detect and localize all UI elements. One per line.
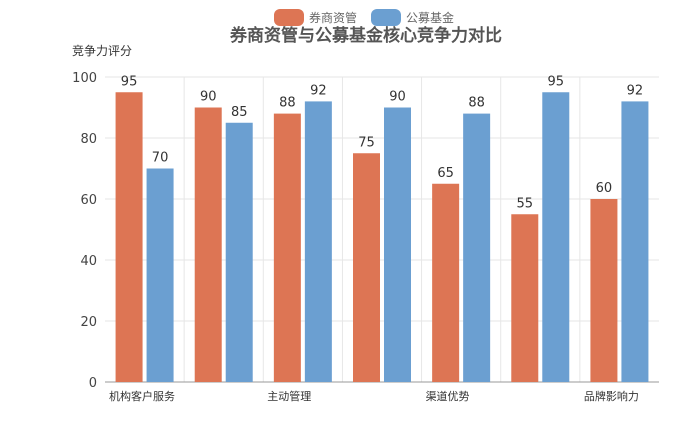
bar-1-6[interactable]	[621, 101, 649, 383]
bar-0-2[interactable]	[273, 113, 301, 382]
y-tick-label: 60	[80, 193, 97, 208]
data-label-1-5: 95	[548, 74, 565, 89]
axes: 0 20 40 60 80 100 机构客户服务 主动管理 渠道优势 品牌影响力	[72, 71, 659, 403]
legend-swatch-0	[274, 9, 304, 26]
data-label-1-3: 90	[389, 90, 406, 105]
bar-1-4[interactable]	[463, 113, 491, 382]
y-tick-label: 0	[89, 376, 97, 391]
data-label-0-5: 55	[517, 196, 534, 211]
y-tick-label: 40	[80, 254, 97, 269]
bar-0-0[interactable]	[115, 92, 143, 382]
data-label-0-4: 65	[437, 166, 454, 181]
legend-swatch-1	[371, 9, 401, 26]
bar-0-4[interactable]	[432, 183, 460, 382]
data-label-1-6: 92	[627, 83, 644, 98]
x-tick-label-6: 品牌影响力	[584, 389, 639, 403]
bars	[115, 92, 649, 383]
bar-1-3[interactable]	[384, 107, 411, 383]
legend-label-1: 公募基金	[406, 10, 454, 25]
legend: 券商资管 公募基金	[274, 9, 454, 26]
bar-1-1[interactable]	[225, 122, 253, 382]
x-tick-label-0: 机构客户服务	[109, 389, 175, 403]
data-label-1-4: 88	[468, 96, 485, 111]
y-tick-label: 80	[80, 132, 97, 147]
data-label-0-1: 90	[200, 90, 217, 105]
grid-lines	[105, 76, 659, 382]
bar-1-0[interactable]	[146, 168, 174, 383]
bar-0-1[interactable]	[194, 107, 222, 383]
bar-1-2[interactable]	[304, 101, 332, 383]
data-label-1-0: 70	[152, 151, 169, 166]
data-label-0-6: 60	[596, 181, 613, 196]
y-tick-label: 100	[72, 71, 97, 86]
data-labels: 95 70 90 85 88 92 75 90 65 88 55 95 60 92	[121, 74, 643, 211]
y-axis-label: 竞争力评分	[72, 44, 132, 58]
data-label-1-1: 85	[231, 105, 248, 120]
bar-0-6[interactable]	[590, 199, 618, 382]
x-tick-label-4: 渠道优势	[426, 389, 470, 403]
legend-label-0: 券商资管	[309, 10, 357, 25]
data-label-0-2: 88	[279, 96, 296, 111]
legend-item-1[interactable]: 公募基金	[371, 9, 454, 26]
chart-title: 券商资管与公募基金核心竞争力对比	[229, 25, 502, 46]
data-label-1-2: 92	[310, 83, 327, 98]
legend-item-0[interactable]: 券商资管	[274, 9, 357, 26]
data-label-0-0: 95	[121, 74, 138, 89]
bar-1-5[interactable]	[542, 92, 570, 382]
data-label-0-3: 75	[358, 135, 375, 150]
bar-0-3[interactable]	[353, 153, 380, 382]
bar-0-5[interactable]	[511, 214, 539, 382]
x-tick-label-2: 主动管理	[267, 389, 311, 403]
y-tick-label: 20	[80, 315, 97, 330]
